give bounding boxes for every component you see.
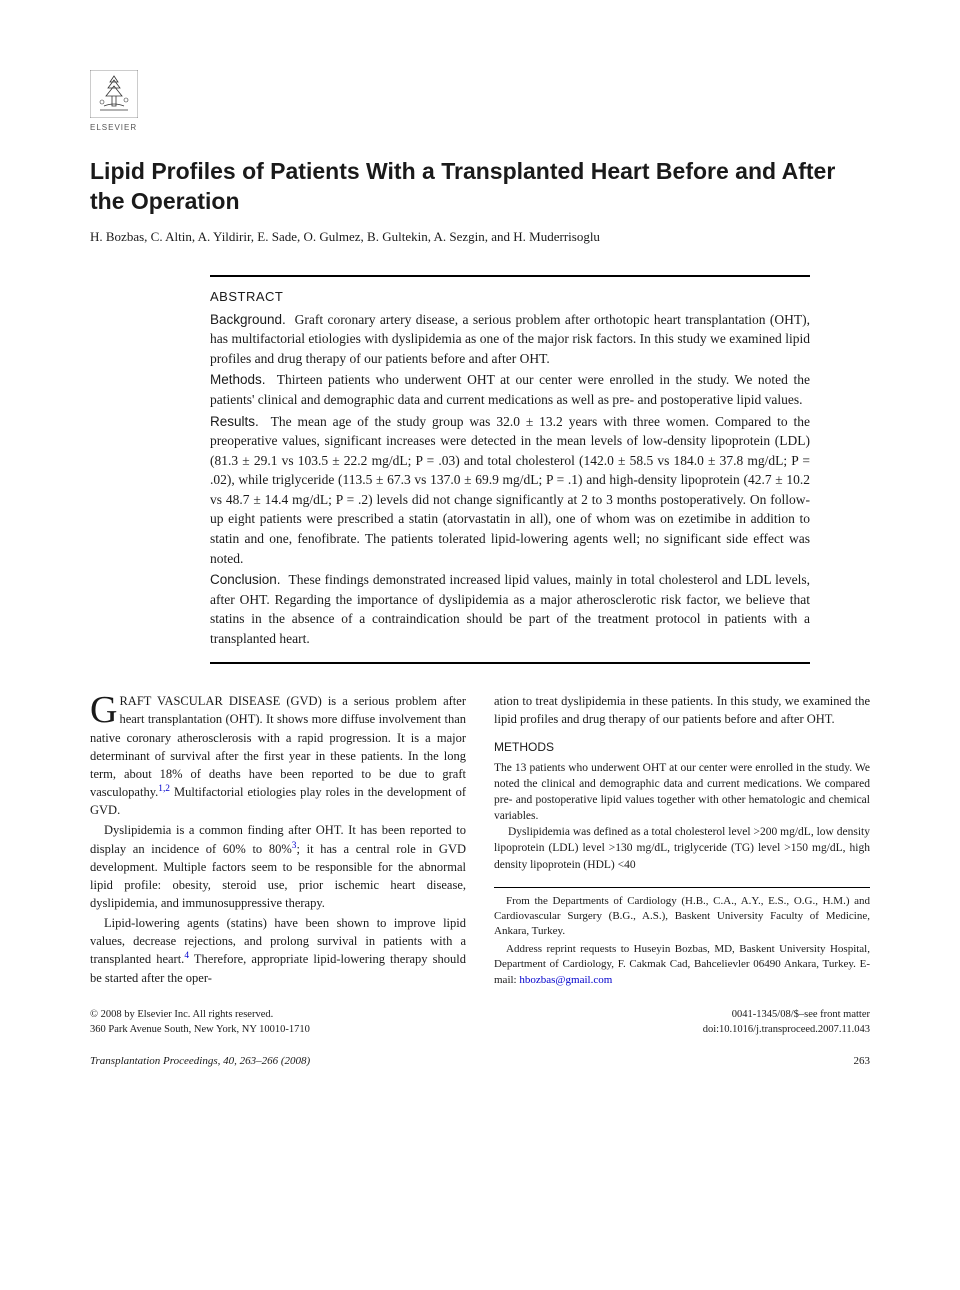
intro-paragraph-1: GRAFT VASCULAR DISEASE (GVD) is a seriou… [90,692,466,819]
elsevier-tree-icon [90,70,138,118]
intro-p1-body: (GVD) is a serious problem after heart t… [90,694,466,799]
abstract-box: ABSTRACT Background. Graft coronary arte… [210,275,810,665]
abstract-conclusion-text: These findings demonstrated increased li… [210,572,810,646]
intro-lead: RAFT VASCULAR DISEASE [119,694,280,708]
citation-1-2[interactable]: 1,2 [158,784,170,794]
footer-right: 0041-1345/08/$–see front matter doi:10.1… [703,1008,870,1037]
abstract-methods-heading: Methods. [210,372,266,387]
abstract-results-text: The mean age of the study group was 32.0… [210,414,810,566]
column-left: GRAFT VASCULAR DISEASE (GVD) is a seriou… [90,692,466,990]
column-right: ation to treat dyslipidemia in these pat… [494,692,870,990]
footer-left: © 2008 by Elsevier Inc. All rights reser… [90,1008,310,1037]
affiliation-block: From the Departments of Cardiology (H.B.… [494,887,870,988]
issn-line: 0041-1345/08/$–see front matter [703,1008,870,1023]
body-columns: GRAFT VASCULAR DISEASE (GVD) is a seriou… [90,692,870,990]
abstract-conclusion: Conclusion. These findings demonstrated … [210,570,810,648]
copyright-line: © 2008 by Elsevier Inc. All rights reser… [90,1008,310,1023]
correspondence: Address reprint requests to Huseyin Bozb… [494,942,870,988]
journal-citation: Transplantation Proceedings, 40, 263–266… [90,1055,310,1067]
abstract-label: ABSTRACT [210,289,810,304]
intro-continuation: ation to treat dyslipidemia in these pat… [494,692,870,728]
abstract-results: Results. The mean age of the study group… [210,412,810,569]
methods-paragraph-2: Dyslipidemia was defined as a total chol… [494,824,870,872]
abstract-conclusion-heading: Conclusion. [210,572,281,587]
correspondence-email[interactable]: hbozbas@gmail.com [519,974,612,986]
author-list: H. Bozbas, C. Altin, A. Yildirir, E. Sad… [90,229,870,245]
abstract-methods-text: Thirteen patients who underwent OHT at o… [210,372,810,407]
dropcap: G [90,692,119,726]
methods-heading: METHODS [494,739,870,756]
abstract-methods: Methods. Thirteen patients who underwent… [210,370,810,409]
abstract-background: Background. Graft coronary artery diseas… [210,310,810,369]
publisher-logo: ELSEVIER [90,70,870,132]
article-title: Lipid Profiles of Patients With a Transp… [90,157,870,217]
intro-paragraph-3: Lipid-lowering agents (statins) have bee… [90,914,466,987]
abstract-background-heading: Background. [210,312,286,327]
affiliation-text: From the Departments of Cardiology (H.B.… [494,894,870,940]
intro-paragraph-2: Dyslipidemia is a common finding after O… [90,821,466,912]
page-number: 263 [854,1055,871,1067]
methods-paragraph-1: The 13 patients who underwent OHT at our… [494,760,870,824]
abstract-results-heading: Results. [210,414,259,429]
page-footer: Transplantation Proceedings, 40, 263–266… [90,1055,870,1067]
footer: © 2008 by Elsevier Inc. All rights reser… [90,1008,870,1037]
doi-line: doi:10.1016/j.transproceed.2007.11.043 [703,1023,870,1038]
abstract-background-text: Graft coronary artery disease, a serious… [210,312,810,366]
publisher-name: ELSEVIER [90,123,870,132]
publisher-address: 360 Park Avenue South, New York, NY 1001… [90,1023,310,1038]
